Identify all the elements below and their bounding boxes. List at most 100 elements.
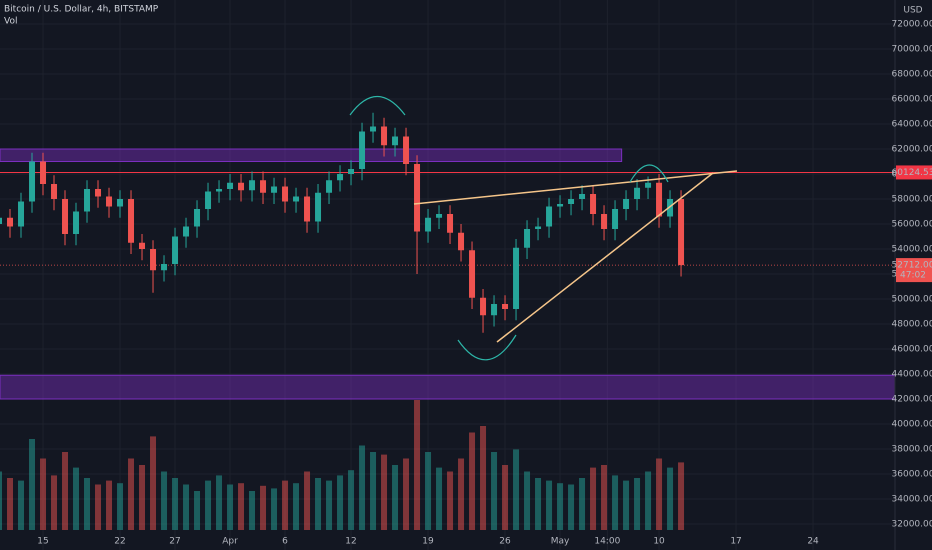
volume-bar (612, 475, 619, 530)
x-tick-label: Apr (222, 537, 238, 547)
volume-bar (150, 436, 157, 530)
candle-body (612, 209, 619, 229)
volume-bar (425, 452, 432, 530)
candle-body (73, 211, 80, 234)
volume-bar (623, 480, 630, 530)
candle-body (249, 180, 256, 191)
x-tick-label: 17 (730, 537, 741, 547)
volume-bar (216, 475, 223, 530)
candle-body (227, 182, 234, 189)
volume-bar (95, 484, 102, 530)
candle-body (172, 236, 179, 264)
candle-body (84, 189, 91, 212)
candle-body (601, 214, 608, 229)
candle-body (51, 184, 58, 199)
zone (0, 374, 896, 400)
candle-body (106, 196, 113, 207)
volume-bar (458, 458, 465, 530)
countdown: 47:02 (900, 271, 926, 281)
x-tick-label: 19 (422, 537, 434, 547)
arc (349, 96, 406, 116)
candle-body (304, 196, 311, 222)
candle-body (271, 186, 278, 193)
candle-body (359, 131, 366, 169)
volume-bar (18, 480, 25, 530)
candle-body (18, 201, 25, 227)
volume-bar (634, 478, 641, 530)
y-tick-label: 50000.00 (892, 295, 932, 305)
level-label: 60124.53 (892, 168, 932, 178)
y-tick-label: 42000.00 (892, 395, 932, 405)
volume-bar (480, 426, 487, 530)
candle-body (678, 199, 685, 266)
x-tick-label: 22 (114, 537, 125, 547)
trend-line (413, 170, 738, 205)
candle-body (337, 174, 344, 181)
currency: USD (903, 6, 922, 16)
arc (629, 164, 669, 183)
volume-bar (326, 480, 333, 530)
y-tick-label: 58000.00 (892, 195, 932, 205)
candle-body (216, 189, 223, 192)
candle-body (117, 199, 124, 207)
candle-body (95, 189, 102, 197)
volume-bar (293, 483, 300, 530)
x-tick-label: 27 (169, 537, 180, 547)
volume-bar (161, 471, 168, 530)
candle-body (29, 161, 36, 202)
last-price-label: 52712.00 (892, 261, 932, 271)
volume-bar (139, 465, 146, 530)
x-tick-label: 12 (345, 537, 356, 547)
volume-bar (403, 458, 410, 530)
x-tick-label: 24 (807, 537, 819, 547)
candle-body (447, 214, 454, 233)
candle-body (260, 180, 267, 193)
y-tick-label: 54000.00 (892, 245, 932, 255)
candle-body (535, 226, 542, 229)
x-tick-label: 6 (282, 537, 288, 547)
candle-body (414, 164, 421, 232)
candle-body (7, 217, 14, 227)
y-tick-label: 40000.00 (892, 420, 932, 430)
volume-bar (128, 458, 135, 530)
candles (0, 112, 685, 333)
volume-bar (370, 452, 377, 530)
y-tick-label: 44000.00 (892, 370, 932, 380)
volume-bar (469, 432, 476, 530)
volume-bar (40, 458, 47, 530)
candle-body (656, 182, 663, 217)
candle-body (645, 182, 652, 188)
candle-body (491, 304, 498, 316)
candle-body (480, 297, 487, 316)
volume-bar (414, 400, 421, 530)
volume-bar (7, 478, 14, 530)
volume-bar (205, 480, 212, 530)
volume-bar (678, 462, 685, 530)
volume-bar (392, 465, 399, 530)
volume-bar (249, 491, 256, 530)
y-tick-label: 68000.00 (892, 70, 932, 80)
volume-bar (73, 467, 80, 530)
candle-body (634, 187, 641, 199)
y-tick-label: 38000.00 (892, 445, 932, 455)
level-tag (896, 165, 932, 180)
candle-body (315, 192, 322, 222)
volume-bar (194, 491, 201, 530)
volume-bar (227, 484, 234, 530)
candle-body (392, 136, 399, 146)
candle-body (205, 191, 212, 209)
volume-bar (491, 452, 498, 530)
y-tick-label: 70000.00 (892, 45, 932, 55)
volume-bar (183, 484, 190, 530)
volume (0, 400, 685, 530)
candle-body (425, 217, 432, 232)
candle-body (161, 264, 168, 271)
candle-body (546, 206, 553, 227)
volume-bar (381, 454, 388, 530)
candle-body (579, 194, 586, 199)
x-tick-label: 14:00 (594, 537, 620, 547)
candle-body (183, 226, 190, 237)
candle-body (667, 199, 674, 217)
volume-bar (524, 471, 531, 530)
